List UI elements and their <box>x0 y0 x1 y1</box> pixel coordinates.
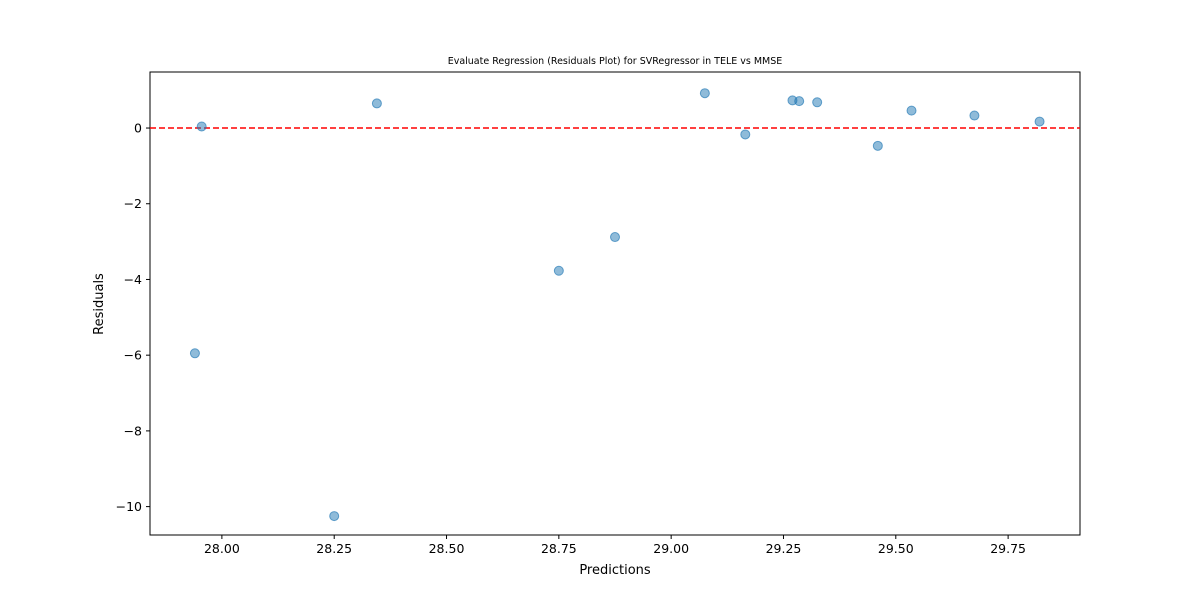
data-point-1 <box>196 121 207 132</box>
x-tick-label: 29.00 <box>653 541 689 556</box>
x-tick-label: 29.50 <box>878 541 914 556</box>
data-point-9 <box>794 96 805 107</box>
data-point-4 <box>553 265 564 276</box>
data-point-11 <box>872 140 883 151</box>
x-tick-label: 28.50 <box>429 541 465 556</box>
x-tick-label: 28.25 <box>316 541 352 556</box>
data-point-13 <box>969 110 980 121</box>
y-tick-label: 0 <box>134 121 142 136</box>
x-tick-label: 28.00 <box>204 541 240 556</box>
data-point-3 <box>371 98 382 109</box>
data-point-0 <box>189 348 200 359</box>
y-axis-label: Residuals <box>92 273 107 335</box>
y-tick-label: −6 <box>124 348 142 363</box>
x-tick-label: 29.75 <box>990 541 1026 556</box>
y-tick-label: −8 <box>124 423 142 438</box>
x-tick-label: 29.25 <box>766 541 802 556</box>
x-tick-label: 28.75 <box>541 541 577 556</box>
data-point-7 <box>740 129 751 140</box>
data-point-5 <box>610 232 620 243</box>
data-point-2 <box>329 511 340 522</box>
data-point-6 <box>699 88 710 99</box>
data-point-14 <box>1034 116 1045 127</box>
y-tick-label: −2 <box>124 196 142 211</box>
y-tick-label: −4 <box>124 272 142 287</box>
data-point-12 <box>906 105 917 116</box>
data-point-10 <box>812 97 823 108</box>
scatter-points <box>189 88 1045 522</box>
x-axis-ticks: 28.00 28.25 28.50 28.75 29.00 29.25 29.50 29.75 <box>204 535 1026 556</box>
plot-area-frame <box>149 71 1081 536</box>
y-tick-label: −10 <box>116 499 142 514</box>
x-axis-label: Predictions <box>579 563 651 578</box>
y-axis-ticks: −10 −8 −6 −4 −2 0 <box>116 121 150 514</box>
chart-title: Evaluate Regression (Residuals Plot) for… <box>448 56 783 67</box>
